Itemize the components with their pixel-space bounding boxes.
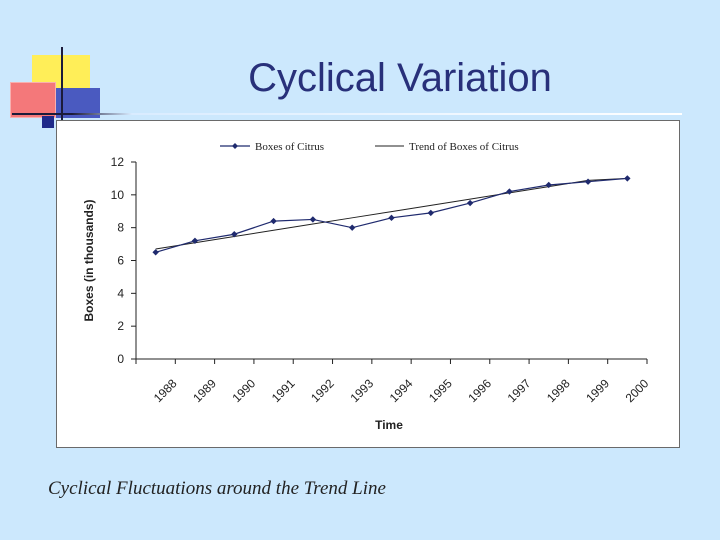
decor-navy-square: [42, 116, 54, 128]
legend-marker-diamond: [232, 143, 238, 149]
chart-container: 0 2 4 6 8 10 12 1988 1989 1990 1991 1992 1993 1994 199…: [56, 120, 680, 448]
legend-label-boxes-of-citrus: Boxes of Citrus: [255, 141, 324, 153]
slide-caption: Cyclical Fluctuations around the Trend L…: [48, 478, 386, 499]
y-tick-label: 6: [117, 254, 124, 268]
y-tick-label: 0: [117, 352, 124, 366]
data-point-diamond: [152, 249, 159, 256]
data-point-diamond: [348, 224, 356, 231]
x-tick-label: 1990: [229, 376, 258, 405]
x-tick-label: 1989: [190, 376, 219, 405]
data-point-diamond: [191, 237, 199, 244]
x-tick-label: 2000: [623, 376, 652, 405]
x-tick-label: 1999: [583, 376, 612, 405]
x-tick-label: 1993: [347, 376, 376, 405]
x-tick-label: 1991: [269, 376, 298, 405]
legend-label-trend: Trend of Boxes of Citrus: [409, 141, 519, 153]
decor-vertical-line: [61, 47, 63, 133]
x-tick-label: 1997: [505, 376, 534, 405]
decor-red-square: [10, 82, 56, 118]
y-tick-label: 8: [117, 221, 124, 235]
data-point-diamond: [427, 209, 435, 217]
x-tick-label: 1994: [387, 376, 416, 405]
data-point-diamond: [231, 231, 238, 238]
data-point-diamond: [270, 217, 277, 225]
slide-title: Cyclical Variation: [248, 56, 552, 100]
x-tick-label: 1995: [426, 376, 455, 405]
x-tick-label: 1992: [308, 376, 337, 405]
y-tick-label: 4: [117, 286, 124, 300]
y-axis-title: Boxes (in thousands): [82, 199, 96, 321]
x-tick-label: 1996: [465, 376, 494, 405]
y-tick-label: 2: [117, 319, 124, 333]
data-point-diamond: [388, 214, 395, 222]
data-point-diamond: [466, 199, 474, 207]
y-tick-label: 12: [111, 155, 125, 169]
trend-line: [155, 177, 628, 250]
line-chart: 0 2 4 6 8 10 12 1988 1989 1990 1991 1992 1993 1994 199…: [82, 141, 652, 432]
data-point-diamond: [309, 216, 317, 223]
x-tick-label: 1988: [151, 376, 180, 405]
y-tick-label: 10: [111, 188, 125, 202]
data-point-diamond: [584, 178, 592, 185]
title-underline: [12, 113, 682, 115]
x-axis-title: Time: [375, 418, 403, 432]
data-point-diamond: [506, 188, 513, 195]
data-point-diamond: [624, 175, 631, 182]
x-tick-label: 1998: [544, 376, 573, 405]
